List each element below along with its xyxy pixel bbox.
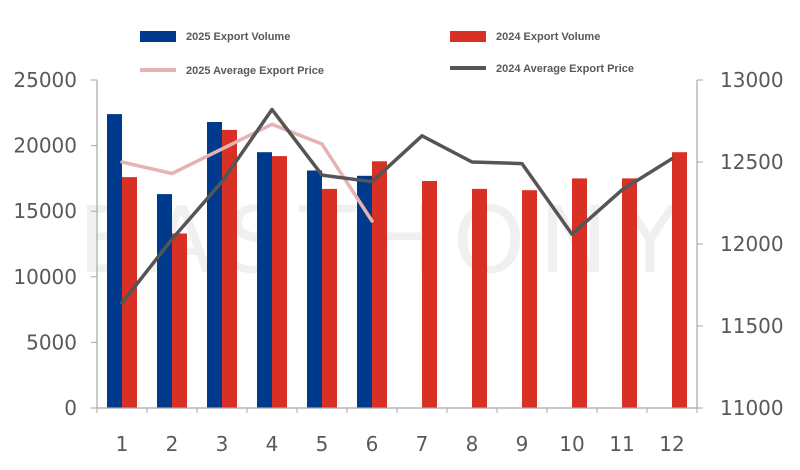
x-tick-label: 10 [559, 432, 584, 456]
bar-2024-7 [422, 181, 437, 408]
x-tick-label: 2 [166, 432, 179, 456]
bar-2024-9 [522, 190, 537, 408]
legend-label-2024-volume: 2024 Export Volume [496, 31, 600, 43]
y-left-tick-label: 20000 [13, 134, 77, 158]
y-left-tick-label: 10000 [13, 265, 77, 289]
y-left-tick-label: 0 [64, 396, 77, 420]
x-tick-label: 1 [116, 432, 129, 456]
x-tick-label: 12 [659, 432, 684, 456]
bar-2025-2 [157, 194, 172, 408]
y-left-tick-label: 25000 [13, 68, 77, 92]
y-right-tick-label: 11500 [720, 314, 784, 338]
bar-2024-10 [572, 178, 587, 408]
bar-2024-6 [372, 161, 387, 408]
x-tick-label: 5 [316, 432, 329, 456]
bar-2024-5 [322, 188, 337, 408]
x-tick-label: 7 [416, 432, 429, 456]
line-2024-price [120, 107, 674, 305]
legend-label-2024-price: 2024 Average Export Price [496, 63, 634, 75]
legend-swatch-2024-volume [450, 31, 486, 42]
bar-2025-3 [207, 122, 222, 408]
x-tick-label: 6 [366, 432, 379, 456]
bar-2024-2 [172, 233, 187, 408]
bar-2024-3 [222, 129, 237, 408]
x-tick-label: 4 [266, 432, 279, 456]
x-tick-label: 11 [609, 432, 634, 456]
bar-2025-6 [357, 175, 372, 408]
x-tick-label: 9 [516, 432, 529, 456]
bar-2025-1 [107, 114, 122, 408]
bar-2025-4 [257, 152, 272, 408]
y-right-tick-label: 13000 [720, 68, 784, 92]
bar-2024-4 [272, 156, 287, 408]
y-right-tick-label: 12500 [720, 150, 784, 174]
bar-2025-5 [307, 170, 322, 408]
legend-swatch-2025-volume [140, 31, 176, 42]
bar-2024-11 [622, 178, 637, 408]
y-right-tick-label: 11000 [720, 396, 784, 420]
y-left-tick-label: 5000 [26, 330, 77, 354]
x-tick-label: 3 [216, 432, 229, 456]
bar-2024-12 [672, 152, 687, 408]
legend: 2025 Export Volume 2024 Export Volume 20… [140, 31, 634, 77]
line-2025-price [120, 122, 374, 223]
y-left-tick-label: 15000 [13, 199, 77, 223]
bar-2024-8 [472, 188, 487, 408]
legend-label-2025-price: 2025 Average Export Price [186, 65, 324, 77]
x-tick-label: 8 [466, 432, 479, 456]
y-right-tick-label: 12000 [720, 232, 784, 256]
legend-label-2025-volume: 2025 Export Volume [186, 31, 290, 43]
